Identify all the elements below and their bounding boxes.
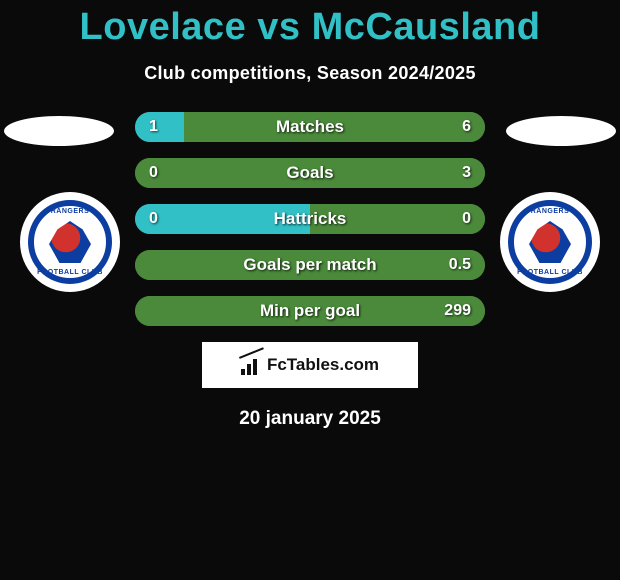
stat-row: 16Matches [135, 112, 485, 142]
comparison-arena: RANGERS FOOTBALL CLUB RANGERS FOOTBALL C… [0, 112, 620, 430]
lion-icon [529, 221, 571, 263]
crest-text-bottom: FOOTBALL CLUB [517, 269, 583, 276]
subtitle: Club competitions, Season 2024/2025 [0, 63, 620, 84]
crest-text-top: RANGERS [531, 208, 570, 215]
player2-ellipse [506, 116, 616, 146]
player1-name: Lovelace [80, 6, 247, 48]
crest-text-bottom: FOOTBALL CLUB [37, 269, 103, 276]
stat-row: 03Goals [135, 158, 485, 188]
vs-text: vs [257, 6, 300, 48]
comparison-title: Lovelace vs McCausland [0, 0, 620, 49]
stat-rows: 16Matches 03Goals 00Hattricks 0.5Goals per … [135, 112, 485, 326]
bar-chart-icon [241, 355, 263, 375]
brand-box: FcTables.com [202, 342, 418, 388]
player1-ellipse [4, 116, 114, 146]
player2-crest: RANGERS FOOTBALL CLUB [500, 192, 600, 292]
lion-icon [49, 221, 91, 263]
stat-label: Min per goal [135, 301, 485, 321]
player2-name: McCausland [312, 6, 541, 48]
brand-name: FcTables.com [267, 355, 379, 375]
crest-ring: RANGERS FOOTBALL CLUB [28, 200, 112, 284]
stat-label: Hattricks [135, 209, 485, 229]
stat-row: 0.5Goals per match [135, 250, 485, 280]
stat-row: 00Hattricks [135, 204, 485, 234]
date-text: 20 january 2025 [0, 408, 620, 430]
player1-crest: RANGERS FOOTBALL CLUB [20, 192, 120, 292]
stat-label: Goals per match [135, 255, 485, 275]
crest-text-top: RANGERS [51, 208, 90, 215]
stat-row: 299Min per goal [135, 296, 485, 326]
crest-ring: RANGERS FOOTBALL CLUB [508, 200, 592, 284]
stat-label: Matches [135, 117, 485, 137]
stat-label: Goals [135, 163, 485, 183]
